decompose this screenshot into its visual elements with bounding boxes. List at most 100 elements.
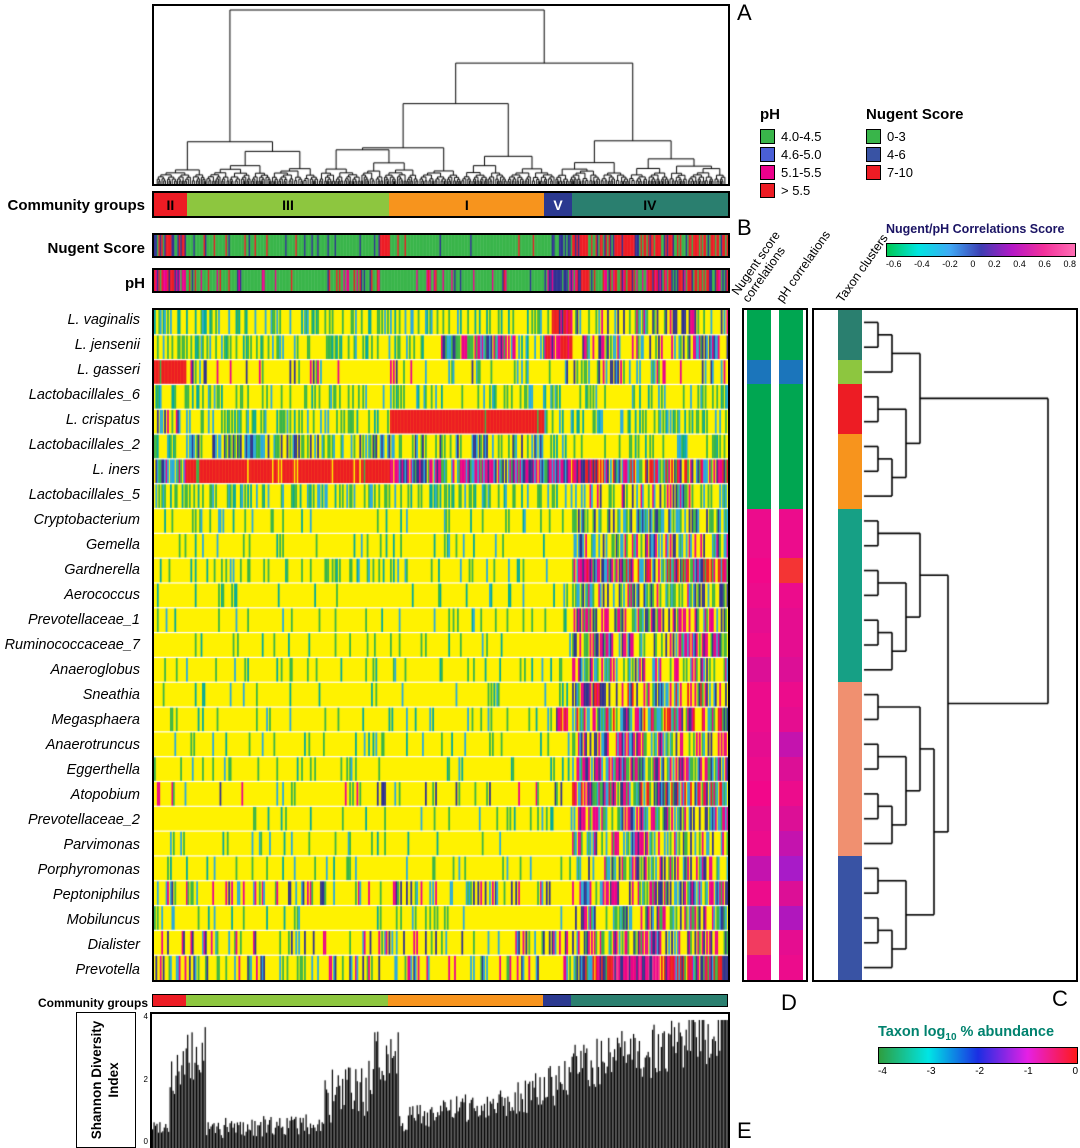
ph-corr-cell xyxy=(779,731,803,757)
nugent-legend-swatch xyxy=(866,128,881,144)
ph-corr-cell xyxy=(779,508,803,534)
corr-tick: -0.6 xyxy=(886,259,902,269)
taxon-row-label: Eggerthella xyxy=(66,761,140,778)
nugent-corr-cell xyxy=(747,781,771,807)
nugent-corr-cell xyxy=(747,756,771,782)
nugent-legend-title: Nugent Score xyxy=(866,106,964,123)
nugent-corr-cell xyxy=(747,657,771,683)
community-segment-IV xyxy=(570,995,727,1006)
shannon-yticks: 4 2 0 xyxy=(136,1012,148,1146)
nugent-legend-swatch xyxy=(866,164,881,180)
community-segment-I xyxy=(388,995,544,1006)
nugent-corr-cell xyxy=(747,533,771,559)
taxon-row-label: Lactobacillales_6 xyxy=(28,387,140,404)
community-segment-V xyxy=(543,995,571,1006)
taxon-row-label: Aerococcus xyxy=(64,587,140,604)
ph-corr-cell xyxy=(779,905,803,931)
ph-legend-item: 4.0-4.5 xyxy=(760,127,860,145)
nugent-corr-cell xyxy=(747,707,771,732)
ph-corr-cell xyxy=(779,582,803,608)
taxon-row-label: Parvimonas xyxy=(63,836,140,853)
ph-corr-cell xyxy=(779,359,803,385)
community-segment-III: III xyxy=(186,193,390,216)
ph-legend-label: 4.0-4.5 xyxy=(781,128,822,144)
header-taxon-clusters: Taxon clusters xyxy=(833,231,891,305)
taxon-row-label: Megasphaera xyxy=(51,711,140,728)
taxon-row-label: Cryptobacterium xyxy=(33,512,140,529)
nugent-corr-cell xyxy=(747,409,771,435)
ph-corr-cell xyxy=(779,930,803,956)
nugent-bar-canvas xyxy=(154,235,728,256)
corr-tick: 0 xyxy=(970,259,976,269)
community-groups-bar: II III I V IV xyxy=(152,191,730,218)
taxon-cluster-segment xyxy=(838,384,862,435)
ph-legend: pH 4.0-4.5 4.6-5.0 5.1-5.5 > 5.5 xyxy=(760,106,860,199)
ph-corr-cell xyxy=(779,806,803,832)
ph-legend-swatch xyxy=(760,164,775,180)
taxon-row-label: Atopobium xyxy=(70,786,140,803)
ph-corr-cell xyxy=(779,558,803,583)
ph-correlation-column xyxy=(779,310,803,980)
shannon-ytick: 4 xyxy=(143,1012,148,1021)
taxon-row-label: Lactobacillales_5 xyxy=(28,487,140,504)
shannon-axis-label-box: Shannon Diversity Index xyxy=(76,1012,136,1148)
community-segment-II xyxy=(153,995,186,1006)
abundance-tick: -1 xyxy=(1023,1065,1033,1077)
taxon-cluster-segment xyxy=(838,682,862,856)
shannon-ytick: 0 xyxy=(143,1137,148,1146)
community-segment-V: V xyxy=(544,193,572,216)
ph-bar-canvas xyxy=(154,270,728,291)
taxon-cluster-segment xyxy=(838,508,862,683)
nugent-corr-cell xyxy=(747,359,771,385)
sample-dendrogram-canvas xyxy=(154,6,728,184)
ph-corr-cell xyxy=(779,483,803,509)
abundance-gradient-bar xyxy=(878,1046,1078,1064)
panel-label-a: A xyxy=(737,0,752,25)
ph-legend-label: 5.1-5.5 xyxy=(781,164,822,180)
ph-corr-cell xyxy=(779,756,803,782)
panel-label-c: C xyxy=(1052,986,1068,1011)
nugent-legend-label: 0-3 xyxy=(887,128,906,144)
abundance-tick: 0 xyxy=(1072,1065,1078,1077)
ph-annotation-bar xyxy=(152,268,730,293)
taxon-row-label: Anaerotruncus xyxy=(45,736,140,753)
correlation-columns-panel xyxy=(742,308,808,982)
correlation-score-legend: Nugent/pH Correlations Score -0.6 -0.4 -0.… xyxy=(886,222,1076,269)
shannon-axis-label: Shannon Diversity Index xyxy=(89,1020,121,1140)
ph-corr-cell xyxy=(779,657,803,683)
taxon-row-label: L. gasseri xyxy=(77,362,140,379)
ph-corr-cell xyxy=(779,880,803,906)
nugent-correlation-column xyxy=(747,310,771,980)
abundance-legend-title: Taxon log10 % abundance xyxy=(878,1024,1055,1043)
taxon-row-label: Gardnerella xyxy=(64,562,140,579)
nugent-corr-cell xyxy=(747,831,771,856)
ph-legend-label: 4.6-5.0 xyxy=(781,146,822,162)
taxon-cluster-segment xyxy=(838,855,862,980)
nugent-corr-cell xyxy=(747,905,771,931)
ph-legend-item: 5.1-5.5 xyxy=(760,163,860,181)
taxon-row-label: Gemella xyxy=(86,537,140,554)
nugent-corr-cell xyxy=(747,806,771,832)
taxon-row-label: Dialister xyxy=(87,936,140,953)
nugent-corr-cell xyxy=(747,483,771,509)
taxon-clusters-bar xyxy=(838,310,862,980)
nugent-legend-label: 7-10 xyxy=(887,164,914,180)
ph-corr-cell xyxy=(779,781,803,807)
nugent-legend: Nugent Score 0-3 4-6 7-10 xyxy=(866,106,976,181)
taxon-row-label: Ruminococcaceae_7 xyxy=(4,637,140,654)
nugent-annotation-bar xyxy=(152,233,730,258)
taxon-row-label: Mobiluncus xyxy=(66,911,140,928)
shannon-diversity-plot xyxy=(150,1012,730,1148)
corr-tick: 0.4 xyxy=(1013,259,1026,269)
nugent-corr-cell xyxy=(747,384,771,410)
shannon-ytick: 2 xyxy=(143,1074,148,1084)
abundance-tick: -2 xyxy=(975,1065,985,1077)
ph-corr-cell xyxy=(779,607,803,633)
nugent-legend-label: 4-6 xyxy=(887,146,906,162)
taxon-row-label: Prevotellaceae_2 xyxy=(27,811,140,828)
ph-corr-cell xyxy=(779,533,803,559)
taxon-row-label: L. vaginalis xyxy=(67,312,140,329)
abundance-tick: -4 xyxy=(878,1065,887,1077)
ph-corr-cell xyxy=(779,632,803,658)
